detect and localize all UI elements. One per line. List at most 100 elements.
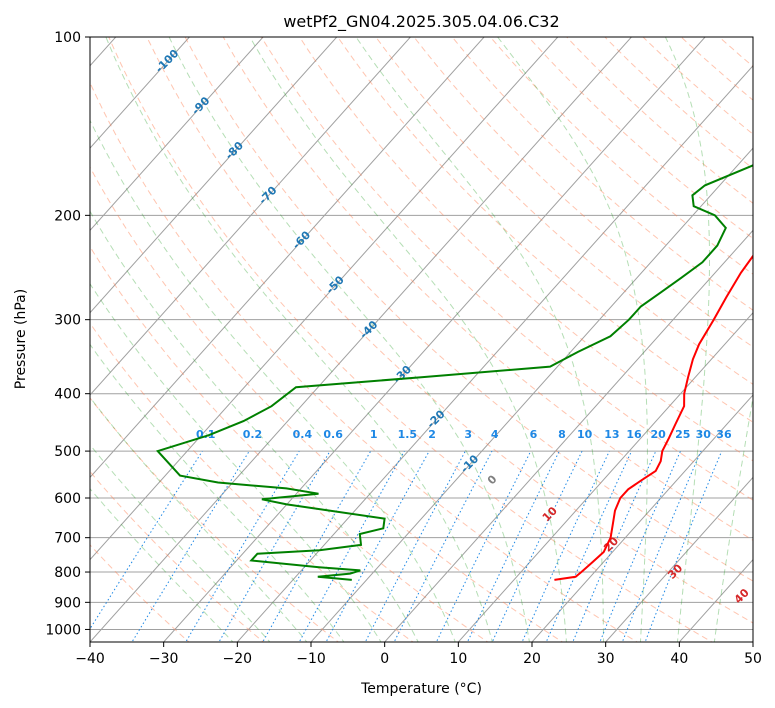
mixing-ratio-label: 0.6 [323, 428, 343, 441]
dry-adiabat-line [337, 37, 753, 423]
y-tick-label: 800 [54, 565, 81, 581]
y-tick-label: 100 [54, 30, 81, 46]
dry-adiabat-line [90, 81, 639, 642]
y-tick-label: 400 [54, 387, 81, 403]
mixing-ratio-line [491, 450, 583, 642]
moist-adiabat-line [90, 487, 234, 642]
dry-adiabat-line [146, 37, 753, 624]
moist-adiabat-line [105, 37, 493, 642]
dry-adiabat-line [222, 37, 753, 541]
x-axis: −40 −30 −20 −10 0 10 20 30 40 50 [75, 642, 762, 667]
mixing-ratio-label: 1 [370, 428, 378, 441]
isotherm-line [310, 147, 753, 642]
mixing-ratio-label: 0.4 [293, 428, 313, 441]
mixing-ratio-line [599, 450, 681, 642]
isotherm-line [604, 476, 753, 642]
mixing-ratio-label: 13 [604, 428, 619, 441]
moist-adiabat-line [355, 37, 604, 642]
dry-adiabat-line [718, 37, 753, 68]
mixing-ratio-label: 1.5 [398, 428, 418, 441]
isotherm-line [457, 311, 753, 642]
dry-adiabat-line [90, 322, 414, 642]
y-tick-label: 500 [54, 444, 81, 460]
y-tick-label: 900 [54, 595, 81, 611]
plot-frame [89, 36, 754, 643]
isotherm-line [90, 37, 559, 561]
y-tick-label: 200 [54, 208, 81, 224]
mixing-ratio-label: 25 [675, 428, 690, 441]
isotherm-line [90, 37, 412, 396]
mixing-ratio-line [325, 450, 430, 642]
mixing-ratio-label: 36 [716, 428, 732, 441]
isotherm-line [162, 37, 706, 642]
dry-adiabat-line [90, 470, 265, 642]
x-tick-label: 0 [380, 651, 389, 667]
dry-adiabat-line [604, 37, 753, 170]
moist-adiabat-line [90, 343, 345, 642]
mixing-ratio-line [298, 450, 405, 642]
x-tick-label: 40 [670, 651, 688, 667]
isotherm-line [236, 65, 753, 642]
mixing-ratio-line [621, 450, 702, 642]
isotherm-line [752, 641, 753, 642]
moist-adiabat-line [90, 282, 382, 642]
mixing-ratio-label: 4 [491, 428, 499, 441]
dry-adiabat-line [527, 37, 753, 240]
mixing-ratio-line [364, 450, 466, 642]
moist-adiabat-line [90, 210, 419, 642]
moist-adiabat-line [90, 444, 271, 642]
dry-adiabat-line [680, 37, 753, 101]
moist-adiabat-line [90, 396, 308, 642]
dry-adiabat-line [299, 37, 753, 462]
series-layer [155, 164, 753, 581]
dry-adiabat-line [566, 37, 753, 204]
moist-adiabat-line [249, 37, 567, 642]
y-tick-label: 600 [54, 491, 81, 507]
mixing-ratio-label: 3 [464, 428, 472, 441]
x-tick-label: 50 [744, 651, 762, 667]
isotherm-line [90, 37, 485, 479]
mixing-ratio-label: 16 [626, 428, 642, 441]
mixing-ratio-label: 30 [696, 428, 712, 441]
temperature-line [554, 254, 753, 581]
mixing-ratio-line [644, 450, 723, 642]
mixing-ratio-line [466, 450, 560, 642]
mixing-ratio-label: 2 [428, 428, 436, 441]
dry-adiabat-line [90, 245, 489, 642]
y-tick-label: 1000 [45, 622, 81, 638]
moist-adiabat-line [713, 394, 753, 642]
y-axis: 100 200 300 400 500 600 700 800 900 1000 [45, 30, 90, 638]
moist-adiabat-label: 40 [732, 586, 752, 606]
chart-title: wetPf2_GN04.2025.305.04.06.C32 [283, 12, 559, 32]
dry-adiabat-line [489, 37, 753, 275]
isotherm-line [383, 229, 753, 642]
line-labels: -100-90-80-70-60-50-40-30-20-100.1 0.2 0.4… [153, 47, 752, 607]
dry-adiabat-line [451, 37, 753, 311]
mixing-ratio-label: 8 [558, 428, 566, 441]
background-lines [90, 37, 753, 642]
x-tick-label: 20 [523, 651, 541, 667]
dry-adiabat-line [260, 37, 753, 501]
mixing-ratio-line [393, 450, 493, 642]
y-tick-label: 300 [54, 313, 81, 329]
isotherm-line [678, 558, 753, 642]
isotherm-line [90, 37, 633, 642]
x-tick-label: −20 [223, 651, 253, 667]
isotherm-line [90, 37, 264, 232]
x-tick-label: −30 [149, 651, 179, 667]
dry-adiabat-line [375, 37, 753, 385]
mixing-ratio-label: 6 [530, 428, 538, 441]
dry-adiabat-line [108, 37, 713, 642]
moist-adiabat-line [90, 119, 456, 642]
mixing-ratio-line [90, 450, 203, 630]
y-tick-label: 700 [54, 531, 81, 547]
moist-adiabat-label: 30 [665, 561, 685, 581]
isotherm-line [531, 394, 753, 642]
x-axis-label: Temperature (°C) [360, 681, 482, 697]
isotherm-line [90, 37, 191, 149]
dry-adiabat-line [184, 37, 753, 582]
moist-adiabat-line [496, 37, 648, 642]
y-axis-label: Pressure (hPa) [13, 289, 29, 389]
mixing-ratio-line [262, 450, 372, 642]
x-tick-label: −10 [296, 651, 326, 667]
